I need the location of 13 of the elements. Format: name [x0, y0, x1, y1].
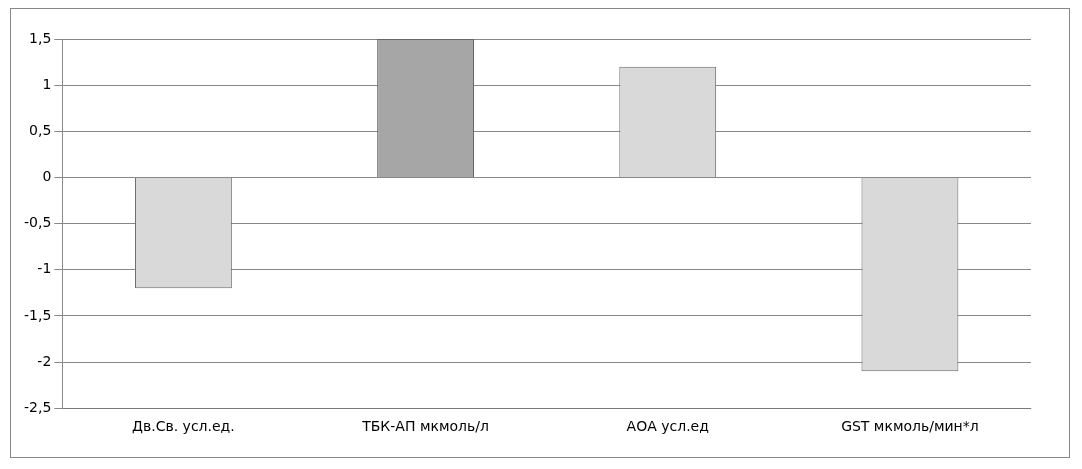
y-tick-label: -2	[37, 352, 52, 369]
y-tick-label: -1,5	[23, 306, 52, 323]
y-tick-label: -0,5	[23, 214, 52, 231]
x-tick-label: АОА усл.ед	[626, 418, 709, 435]
x-tick-label: ТБК-АП мкмоль/л	[361, 418, 489, 435]
y-tick-label: 1	[42, 75, 52, 92]
y-tick-label: 0,5	[29, 121, 52, 138]
y-tick-label: -1	[37, 260, 52, 277]
x-tick-label: GST мкмоль/мин*л	[841, 418, 979, 435]
y-tick-label: -2,5	[23, 398, 52, 415]
y-tick-label: 0	[42, 168, 52, 185]
y-tick-label: 1,5	[29, 29, 52, 46]
x-tick-label: Дв.Св. усл.ед.	[132, 418, 235, 435]
